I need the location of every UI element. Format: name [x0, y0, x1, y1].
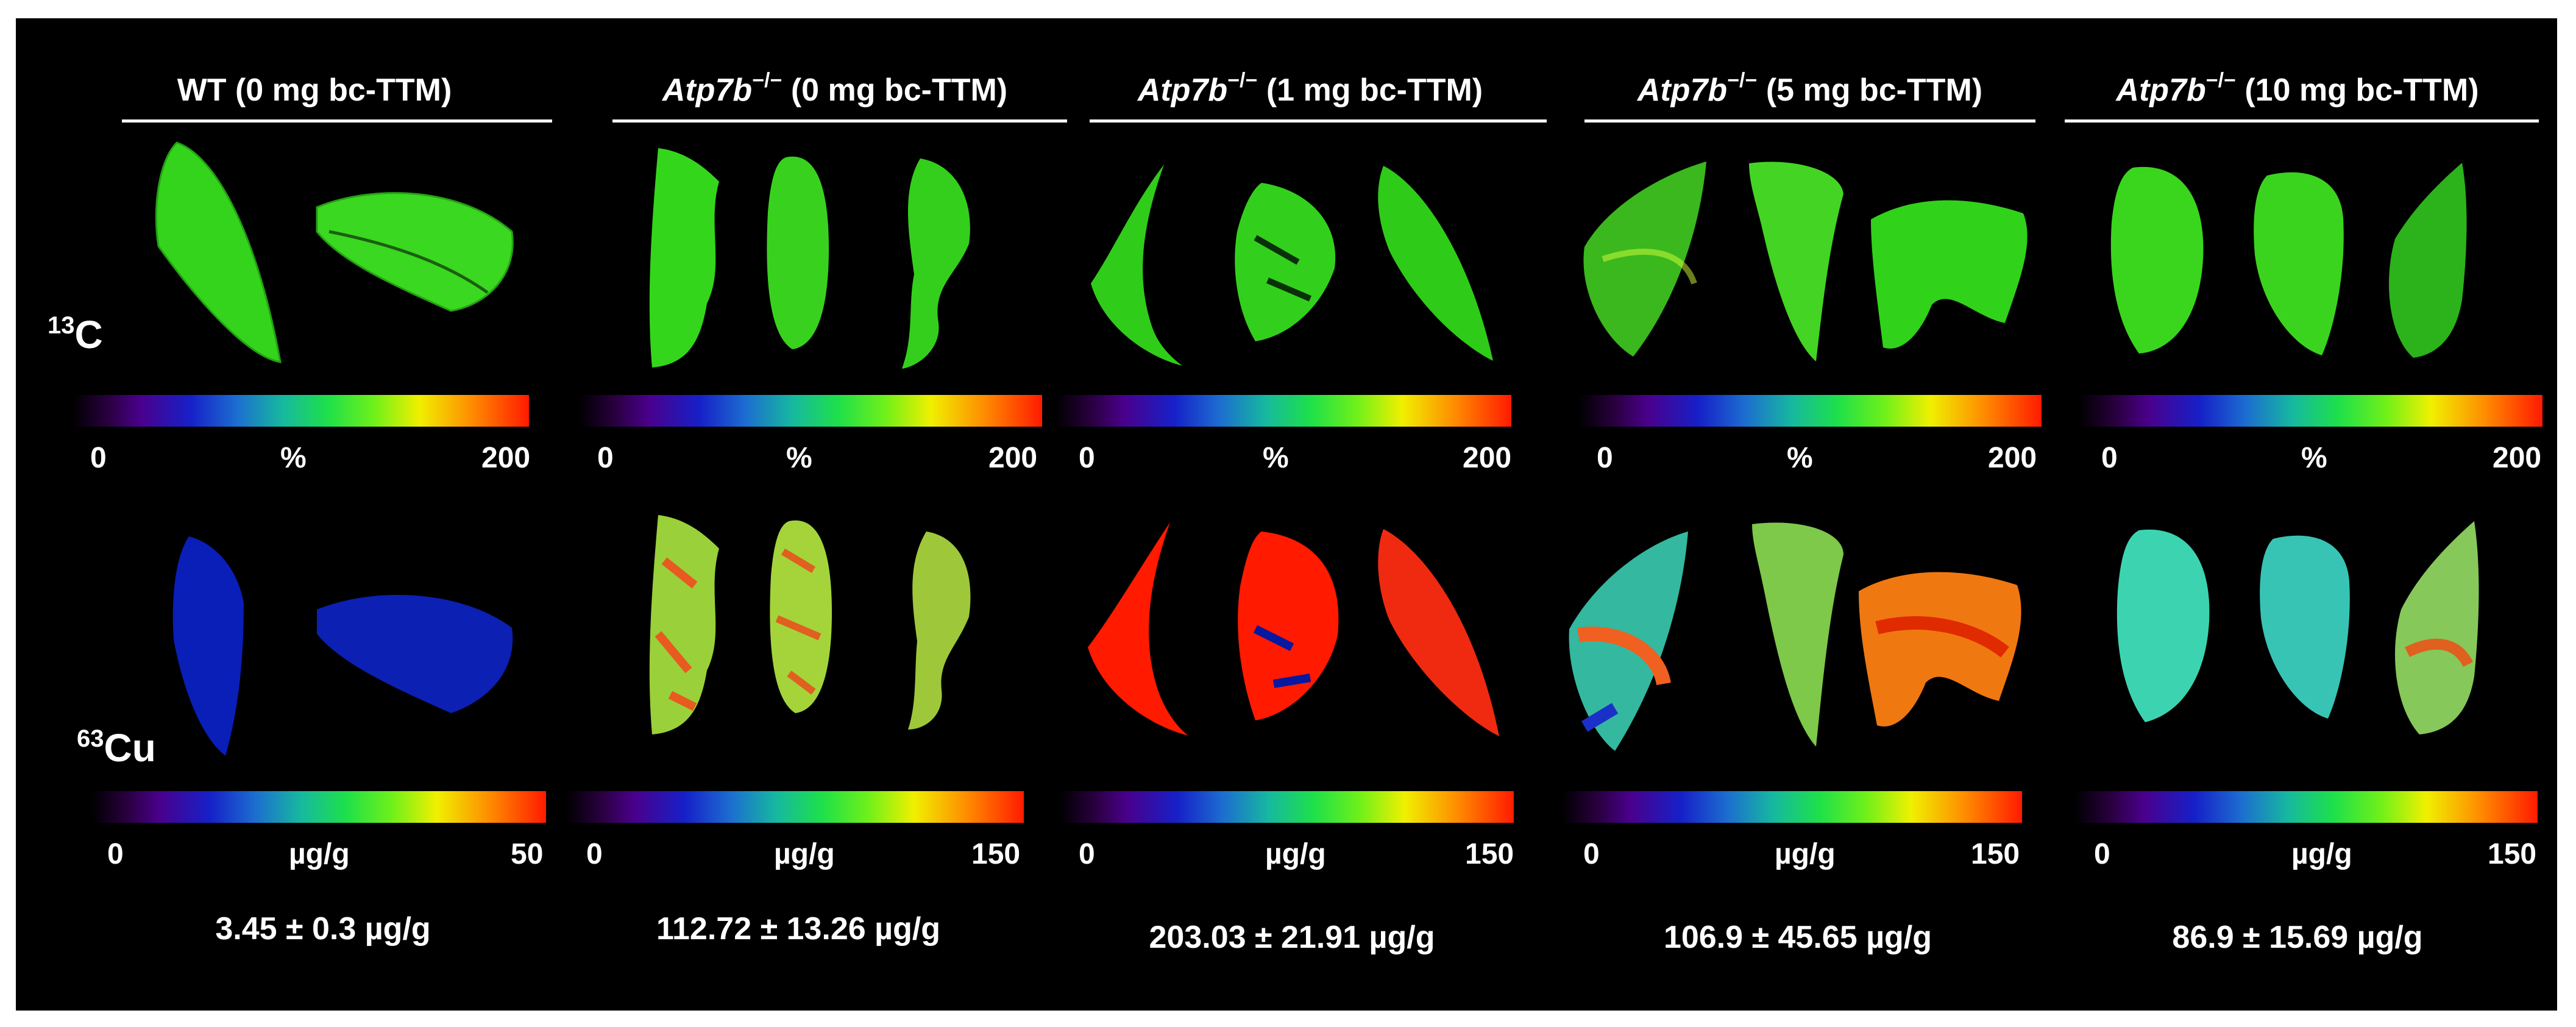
tissue-section-13c: [2110, 166, 2204, 354]
tissue-section-13c: [1378, 166, 1493, 361]
column-underline: [612, 119, 1067, 123]
scale-min: 0: [1583, 838, 1600, 870]
tissue-section-63cu: [1859, 572, 2021, 727]
tissue-section-13c: [1235, 183, 1336, 341]
column-underline: [1584, 119, 2035, 123]
scale-max: 150: [1971, 838, 2020, 870]
tissue-section-63cu: [770, 520, 832, 713]
scale-max: 150: [971, 838, 1021, 870]
colorbar-13c: [579, 395, 1042, 427]
colorbar-13c: [1056, 395, 1511, 427]
column-title-atp7b-1mg: Atp7b−/− (1 mg bc-TTM): [1137, 69, 1483, 108]
scale-min: 0: [90, 442, 107, 474]
colorbar-63cu: [2074, 791, 2538, 823]
colorbar-63cu: [91, 791, 546, 823]
scale-unit: µg/g: [289, 838, 350, 870]
scale-max: 200: [2493, 442, 2542, 474]
scale-unit: %: [1787, 442, 1813, 474]
cu-concentration-value: 112.72 ± 13.26 µg/g: [656, 911, 941, 947]
column-title-atp7b-10mg: Atp7b−/− (10 mg bc-TTM): [2116, 69, 2479, 108]
tissue-section-13c: [155, 141, 282, 363]
tissue-section-13c: [649, 148, 719, 368]
scale-min: 0: [597, 442, 614, 474]
tissue-section-13c: [902, 158, 970, 369]
scale-max: 200: [481, 442, 531, 474]
tissue-section-63cu: [1088, 522, 1188, 736]
row-label-63cu: 63Cu: [77, 725, 156, 770]
tissue-section-63cu: [2117, 529, 2210, 722]
cu-concentration-value: 3.45 ± 0.3 µg/g: [215, 911, 431, 947]
scale-max: 50: [511, 838, 544, 870]
scale-min: 0: [107, 838, 124, 870]
tissue-section-13c: [767, 156, 829, 349]
tissue-section-63cu: [172, 536, 244, 756]
tissue-section-13c: [1871, 200, 2028, 349]
tissue-section-63cu: [1569, 531, 1688, 751]
scale-max: 150: [2488, 838, 2537, 870]
scale-unit: %: [1263, 442, 1289, 474]
scale-min: 0: [2101, 442, 2118, 474]
scale-max: 150: [1465, 838, 1514, 870]
scale-min: 0: [1597, 442, 1613, 474]
tissue-section-63cu: [1378, 529, 1499, 736]
scale-min: 0: [2094, 838, 2110, 870]
column-title-atp7b-0mg: Atp7b−/− (0 mg bc-TTM): [662, 69, 1008, 108]
scale-min: 0: [1079, 838, 1095, 870]
tissue-section-63cu: [2260, 535, 2350, 719]
column-underline: [122, 119, 552, 123]
scale-unit: µg/g: [2291, 838, 2352, 870]
cu-concentration-value: 106.9 ± 45.65 µg/g: [1663, 920, 1932, 955]
scale-unit: %: [280, 442, 307, 474]
colorbar-63cu: [1059, 791, 1514, 823]
column-underline: [2065, 119, 2539, 123]
scale-unit: µg/g: [1265, 838, 1326, 870]
scale-unit: %: [2301, 442, 2327, 474]
tissue-section-63cu: [1238, 531, 1339, 720]
colorbar-63cu: [1561, 791, 2022, 823]
colorbar-13c: [1578, 395, 2042, 427]
cu-concentration-value: 86.9 ± 15.69 µg/g: [2172, 920, 2423, 955]
scale-max: 200: [1988, 442, 2037, 474]
column-title-atp7b-5mg: Atp7b−/− (5 mg bc-TTM): [1637, 69, 1983, 108]
colorbar-63cu: [566, 791, 1024, 823]
tissue-section-63cu: [649, 515, 719, 734]
scale-min: 0: [1079, 442, 1095, 474]
scale-max: 200: [1463, 442, 1512, 474]
tissue-section-13c: [2389, 163, 2467, 358]
tissue-section-13c: [1749, 162, 1843, 361]
scale-unit: µg/g: [1775, 838, 1836, 870]
tissue-section-13c: [2254, 172, 2344, 355]
column-title-wt: WT (0 mg bc-TTM): [177, 73, 452, 108]
scale-unit: µg/g: [774, 838, 835, 870]
tissue-section-63cu: [317, 595, 513, 713]
scale-max: 200: [988, 442, 1038, 474]
scale-min: 0: [586, 838, 603, 870]
tissue-section-13c: [316, 192, 514, 312]
row-label-13c: 13C: [48, 312, 103, 357]
colorbar-13c: [2079, 395, 2542, 427]
tissue-section-13c: [1091, 165, 1182, 366]
cu-concentration-value: 203.03 ± 21.91 µg/g: [1149, 920, 1435, 955]
colorbar-13c: [72, 395, 529, 427]
tissue-section-63cu: [908, 531, 971, 730]
tissue-section-63cu: [1752, 522, 1843, 747]
column-underline: [1090, 119, 1547, 123]
tissue-section-63cu: [2395, 521, 2479, 734]
scale-unit: %: [786, 442, 812, 474]
tissue-section-13c: [1583, 162, 1706, 357]
